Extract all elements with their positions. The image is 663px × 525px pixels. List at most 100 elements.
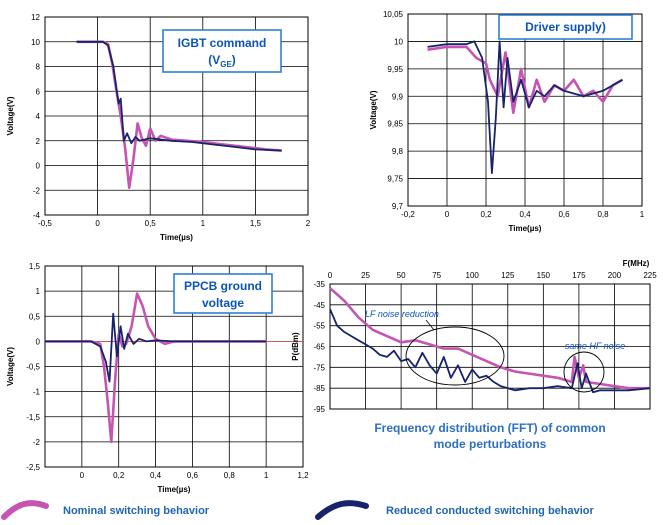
callout-box	[173, 273, 273, 314]
y-tick-label: 0	[36, 162, 41, 171]
legend-label-nominal: Nominal switching behavior	[63, 505, 210, 517]
y-tick-label: -35	[313, 280, 325, 289]
annotation-ellipse-lf	[405, 326, 505, 386]
x-tick-label: 200	[608, 271, 622, 280]
annotation-leader	[425, 319, 435, 331]
annotation-hf: same HF noise	[565, 341, 625, 351]
y-tick-label: 6	[36, 87, 41, 96]
series-line-reduced	[76, 40, 282, 152]
chart-4: 0 25 50 75 100 125 150 175 200 225 -35 -45 -55 -65 -75…	[291, 259, 657, 451]
annotation-ellipse-hf	[563, 351, 605, 393]
y-tick-label: 9,75	[387, 175, 403, 184]
y-axis-label: Voltage(V)	[6, 347, 15, 386]
y-tick-label: 0,5	[29, 312, 41, 321]
callout-box	[498, 14, 633, 40]
x-tick-label: 0,8	[597, 210, 609, 219]
y-tick-label: -95	[313, 405, 325, 414]
y-tick-label: 8	[36, 63, 41, 72]
x-tick-label: 0,2	[113, 471, 125, 480]
y-tick-label: 10,05	[383, 10, 404, 19]
x-tick-label: 0,8	[224, 471, 236, 480]
series-line-reduced	[45, 312, 267, 383]
top-axis-label: F(MHz)	[623, 259, 650, 268]
y-tick-label: 10	[31, 38, 40, 47]
x-tick-label: 1	[640, 210, 645, 219]
series-line-reduced	[427, 40, 623, 175]
x-tick-label: 0,4	[150, 471, 162, 480]
x-tick-label: 1	[264, 471, 269, 480]
y-tick-label: -4	[33, 211, 41, 220]
chart-3: 0 0,2 0,4 0,6 0,8 1 1,2 -2,5 -2 -1,5 -1 -0,5 0 0,5 1 1,…	[6, 262, 309, 494]
legend-label-reduced: Reduced conducted switching behavior	[386, 505, 595, 517]
x-tick-label: 50	[397, 271, 406, 280]
y-axis-label: Voltage(V)	[369, 90, 378, 129]
y-tick-label: 0	[36, 337, 41, 346]
x-tick-label: 125	[501, 271, 515, 280]
x-tick-label: 0,4	[519, 210, 531, 219]
x-tick-label: -0,5	[38, 219, 52, 228]
x-tick-label: 1,2	[297, 471, 309, 480]
y-tick-label: -45	[313, 301, 325, 310]
y-tick-label: 9,9	[392, 92, 404, 101]
x-tick-label: 2	[306, 219, 311, 228]
x-tick-label: 0	[80, 471, 85, 480]
x-tick-label: 175	[572, 271, 586, 280]
y-tick-label: 9,85	[387, 120, 403, 129]
x-axis-label: Time(µs)	[160, 233, 193, 242]
x-tick-label: 0	[328, 271, 333, 280]
legend: Nominal switching behavior Reduced conduc…	[1, 500, 595, 520]
y-tick-label: 4	[36, 112, 41, 121]
y-tick-label: 9,8	[392, 147, 404, 156]
chart-2: -0,2 0 0,2 0,4 0,6 0,8 1 9,7 9,75 9,8 9,85 9,9 9,95 1…	[369, 10, 645, 233]
annotation-lf: LF noise reduction	[365, 309, 439, 319]
x-tick-label: 0,2	[480, 210, 492, 219]
x-tick-label: 1	[201, 219, 206, 228]
y-tick-label: 1,5	[29, 262, 41, 271]
y-tick-label: 10	[394, 37, 403, 46]
callout-line: IGBT command	[178, 36, 267, 50]
callout-line: voltage	[202, 296, 244, 310]
y-tick-label: -2,5	[26, 463, 40, 472]
x-tick-label: 225	[643, 271, 657, 280]
x-axis-label: Time(µs)	[509, 224, 542, 233]
chart-1: -0,5 0 0,5 1 1,5 2 -4 -2 0 2 4 6 8 10 12 Time(µs) Voltag…	[6, 13, 311, 242]
series-line-reduced	[329, 308, 651, 394]
x-tick-label: 100	[466, 271, 480, 280]
x-tick-label: 0,5	[145, 219, 157, 228]
legend-swatch-reduced	[315, 500, 369, 520]
x-tick-label: 1,5	[250, 219, 262, 228]
x-tick-label: 25	[361, 271, 370, 280]
series-line-nominal	[329, 287, 650, 390]
y-tick-label: -2	[33, 438, 41, 447]
chart-caption: mode perturbations	[434, 437, 547, 451]
y-tick-label: -1,5	[26, 413, 40, 422]
y-tick-label: 2	[36, 137, 41, 146]
y-axis-label: Voltage(V)	[6, 96, 15, 135]
x-tick-label: 0	[95, 219, 100, 228]
x-tick-label: -0,2	[401, 210, 415, 219]
callout-line: PPCB ground	[184, 279, 262, 293]
callout-line: (VGE)	[208, 53, 236, 69]
legend-swatch-nominal	[1, 500, 49, 520]
y-tick-label: 1	[36, 287, 41, 296]
callout-line: Driver supply)	[525, 20, 606, 34]
y-tick-label: 9,7	[392, 202, 404, 211]
chart-caption: Frequency distribution (FFT) of common	[374, 421, 605, 435]
x-tick-label: 75	[432, 271, 441, 280]
x-axis-label: Time(µs)	[158, 485, 191, 494]
x-tick-label: 150	[537, 271, 551, 280]
y-tick-label: -0,5	[26, 363, 40, 372]
y-tick-label: 12	[31, 13, 40, 22]
y-tick-label: -75	[313, 363, 325, 372]
y-tick-label: 9,95	[387, 65, 403, 74]
y-tick-label: -2	[33, 186, 41, 195]
y-axis-label: P(dBm)	[291, 332, 300, 361]
y-tick-label: -55	[313, 322, 325, 331]
x-tick-label: 0,6	[187, 471, 199, 480]
y-tick-label: -85	[313, 384, 325, 393]
x-tick-label: 0,6	[558, 210, 570, 219]
callout-box	[162, 29, 282, 73]
y-tick-label: -65	[313, 343, 325, 352]
x-tick-label: 0	[445, 210, 450, 219]
